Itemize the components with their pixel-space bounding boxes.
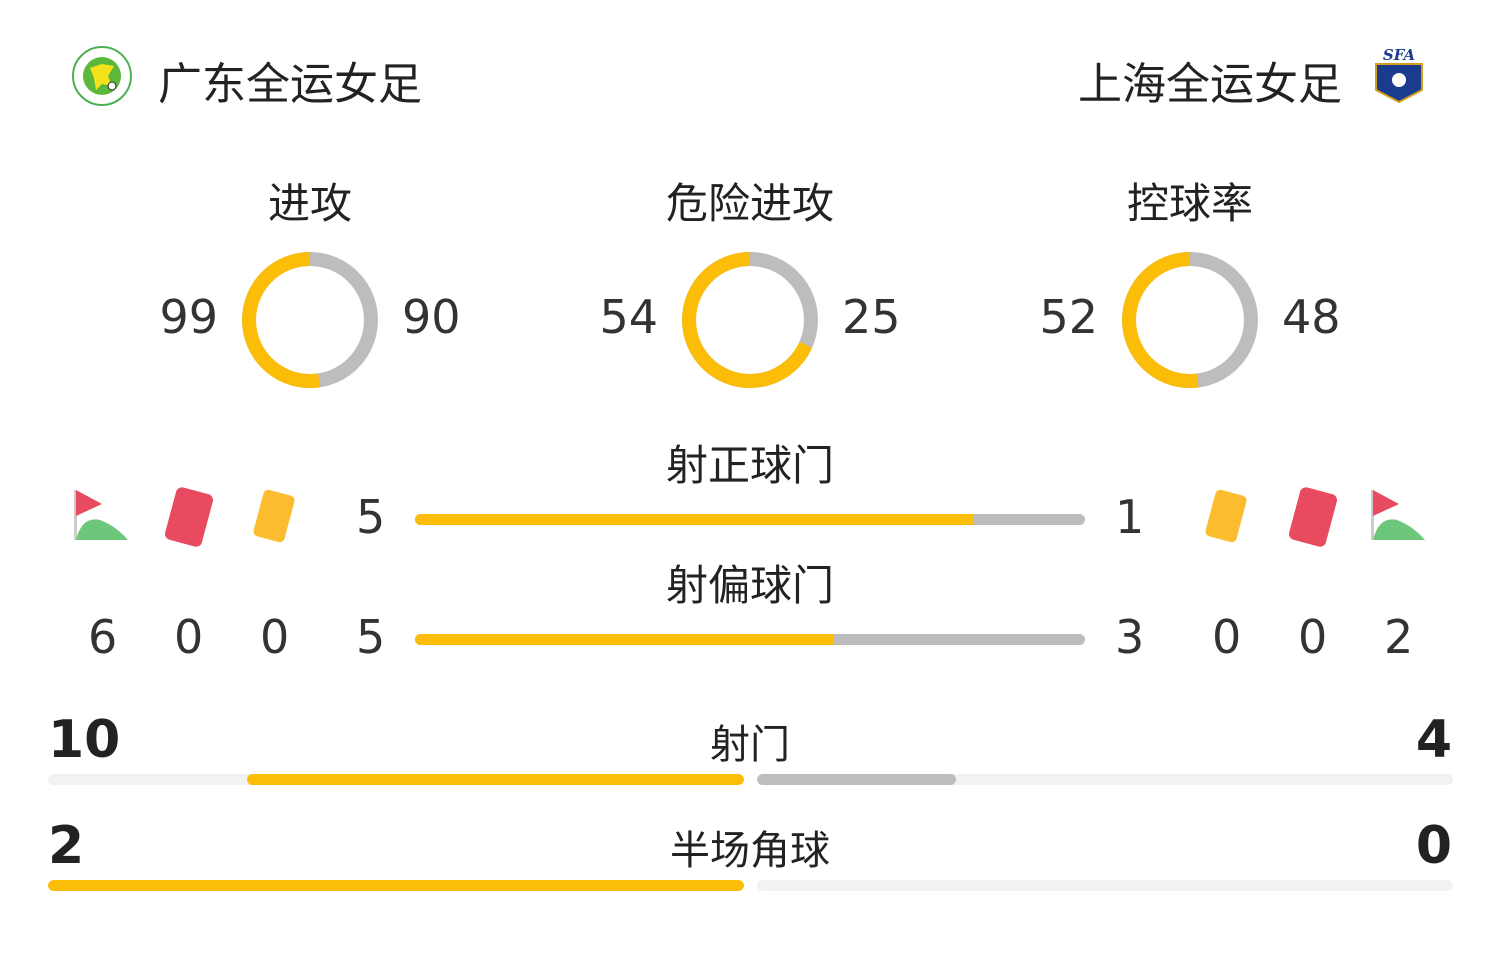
- donut-away-value: 48: [1282, 290, 1341, 344]
- corner-flag-icon: [74, 490, 128, 540]
- off-target-bar: [415, 634, 1085, 645]
- corner-flag-icon: [1371, 490, 1425, 540]
- off-target-home-fill: [415, 634, 834, 645]
- away-shots: 4: [1415, 710, 1452, 770]
- away-red-cards: 0: [1298, 610, 1328, 664]
- donut-home-arc: [682, 252, 818, 388]
- ht-corners-home-fill: [48, 880, 744, 891]
- ht-corners-away-track: [757, 880, 1453, 891]
- away-off-target: 3: [1115, 610, 1145, 664]
- donut-home-value: 99: [159, 290, 218, 344]
- away-team-name: 上海全运女足: [1078, 59, 1342, 110]
- shots-home-track: [48, 774, 744, 785]
- off-target-label: 射偏球门: [665, 561, 834, 610]
- away-logo: SFA: [1372, 46, 1426, 104]
- donut-chart: [242, 252, 378, 388]
- away-yellow-cards: 0: [1212, 610, 1242, 664]
- red-card-icon: [1289, 487, 1337, 547]
- home-red-cards: 0: [174, 610, 204, 664]
- shots-label: 射门: [710, 722, 790, 768]
- donut-chart: [682, 252, 818, 388]
- home-shots: 10: [48, 710, 121, 770]
- home-yellow-cards: 0: [260, 610, 290, 664]
- donut-label: 进攻: [267, 179, 352, 228]
- away-ht-corners: 0: [1415, 816, 1452, 876]
- donut-label: 危险进攻: [665, 179, 834, 228]
- red-card-icon: [165, 487, 213, 547]
- home-logo: [72, 46, 132, 106]
- donut-home-value: 54: [599, 290, 658, 344]
- away-on-target: 1: [1115, 490, 1145, 544]
- shots-home-fill: [246, 774, 744, 785]
- home-corners: 6: [88, 610, 118, 664]
- donut-label: 控球率: [1126, 179, 1253, 228]
- donut-chart: [1122, 252, 1258, 388]
- on-target-bar: [415, 514, 1085, 525]
- svg-text:SFA: SFA: [1383, 46, 1415, 64]
- yellow-card-icon: [253, 489, 295, 543]
- donut-away-value: 25: [842, 290, 901, 344]
- away-corners: 2: [1384, 610, 1414, 664]
- donut-away-value: 90: [402, 290, 461, 344]
- home-on-target: 5: [356, 490, 386, 544]
- donut-home-arc: [242, 252, 378, 388]
- home-off-target: 5: [356, 610, 386, 664]
- on-target-home-fill: [415, 514, 974, 525]
- shots-away-track: [757, 774, 1453, 785]
- donut-home-value: 52: [1039, 290, 1098, 344]
- home-ht-corners: 2: [48, 816, 85, 876]
- ht-corners-label: 半场角球: [670, 828, 830, 874]
- yellow-card-icon: [1205, 489, 1247, 543]
- shots-away-fill: [757, 774, 956, 785]
- home-team-name: 广东全运女足: [158, 59, 422, 110]
- donut-home-arc: [1122, 252, 1258, 388]
- on-target-label: 射正球门: [665, 441, 834, 490]
- ht-corners-home-track: [48, 880, 744, 891]
